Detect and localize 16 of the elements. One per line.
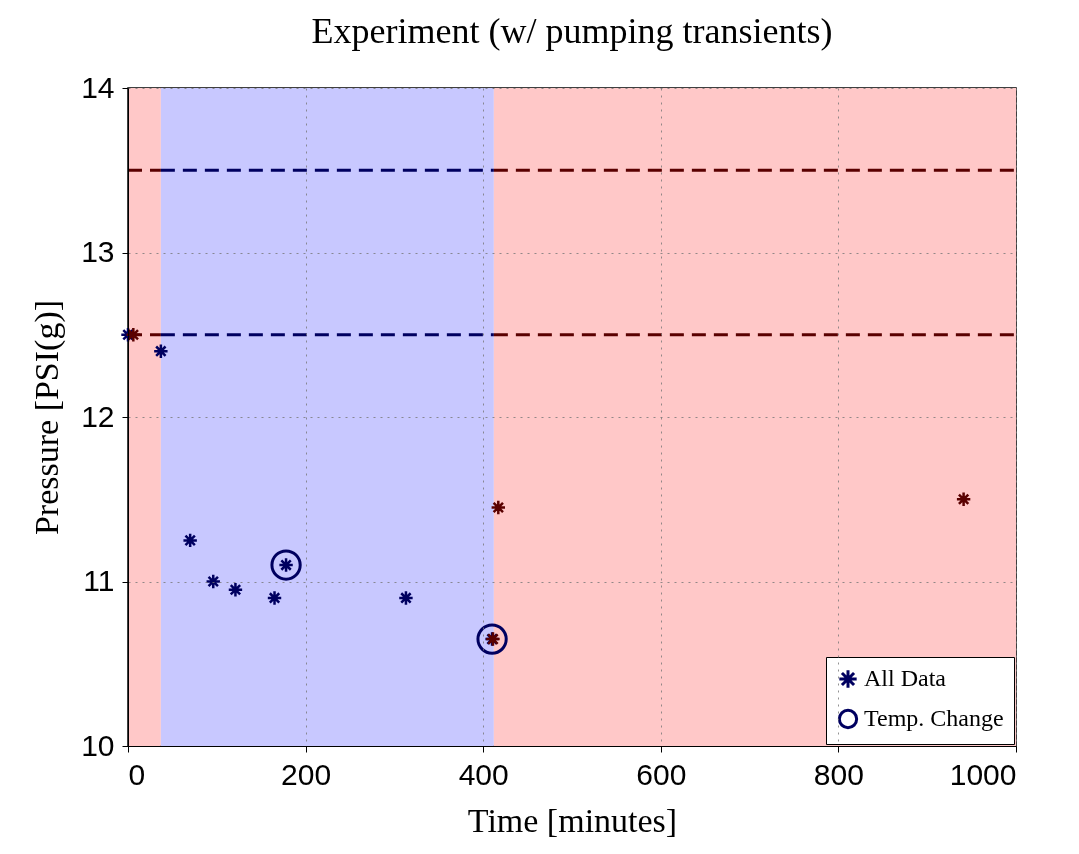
y-tick-label: 13 [81, 235, 115, 268]
y-tick-label: 11 [83, 564, 115, 597]
y-tick-label: 14 [81, 70, 115, 104]
y-axis-title: Pressure [PSI(g)] [28, 299, 67, 536]
x-tick-label: 200 [281, 757, 332, 791]
legend-label: Temp. Change [864, 705, 1004, 731]
y-tick-label: 12 [81, 399, 115, 433]
chart-title: Experiment (w/ pumping transients) [311, 11, 833, 51]
x-tick-label: 0 [128, 757, 146, 791]
x-tick-label: 1000 [949, 757, 1017, 791]
x-tick-label: 400 [458, 757, 509, 791]
x-tick-label: 800 [813, 757, 864, 791]
x-axis-title: Time [minutes] [467, 801, 678, 839]
y-tick-label: 10 [81, 728, 115, 762]
legend-label: All Data [864, 665, 947, 691]
x-tick-label: 600 [636, 757, 687, 791]
